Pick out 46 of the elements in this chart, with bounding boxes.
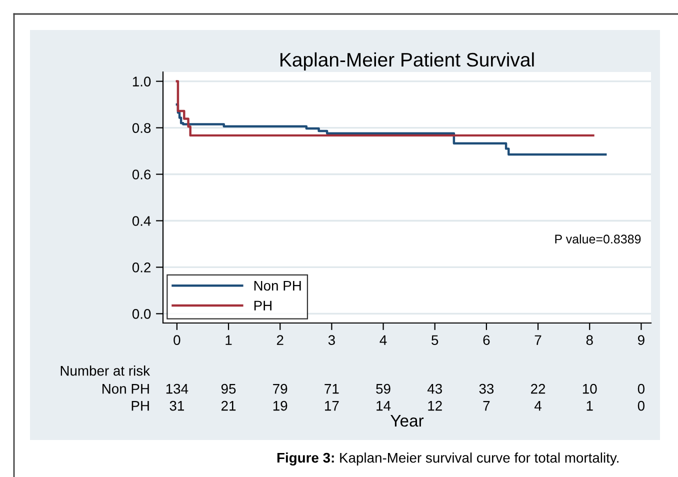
- x-tick-label: 6: [483, 335, 490, 346]
- text: Kaplan-Meier survival curve for total mortality.: [340, 452, 618, 466]
- x-tick-label: 1: [226, 335, 232, 345]
- legend-label: PH: [254, 300, 272, 310]
- y-tick-label: 0.0: [132, 309, 151, 319]
- text: 43: [427, 384, 442, 394]
- x-axis-title: Year: [390, 415, 424, 427]
- text: 134: [166, 384, 188, 394]
- text: PH: [132, 401, 149, 411]
- legend-label: Non PH: [254, 280, 301, 291]
- y-tick-label: 0.4: [132, 216, 151, 226]
- caption: Figure 3:: [277, 452, 334, 466]
- x-tick-label: 4: [380, 335, 387, 345]
- text: 1: [586, 401, 593, 411]
- text: Number at risk: [60, 366, 150, 376]
- chart-title: Kaplan-Meier Patient Survival: [280, 52, 534, 70]
- y-tick-label: 0.8: [132, 123, 151, 133]
- text: 0: [638, 400, 645, 411]
- x-tick-label: 8: [586, 335, 593, 346]
- text: 7: [483, 401, 490, 411]
- text: 10: [582, 384, 597, 394]
- x-tick-label: 0: [174, 335, 180, 346]
- text: 71: [324, 384, 339, 394]
- text: 17: [325, 401, 339, 411]
- text: 33: [479, 384, 494, 394]
- text: 0: [638, 384, 645, 394]
- y-tick-label: 0.2: [132, 262, 150, 272]
- text: 14: [376, 401, 391, 411]
- x-tick-label: 5: [432, 335, 438, 346]
- text: 12: [428, 400, 442, 411]
- text: Non PH: [102, 384, 149, 394]
- text: 22: [531, 384, 546, 394]
- y-tick-label: 0.6: [132, 170, 151, 180]
- x-tick-label: 3: [328, 335, 335, 346]
- text: 19: [273, 400, 288, 411]
- x-tick-label: 9: [638, 335, 644, 346]
- text: 59: [376, 384, 390, 394]
- x-tick-label: 2: [276, 335, 284, 345]
- text: 95: [221, 384, 236, 394]
- x-tick-label: 7: [534, 335, 542, 345]
- text: 4: [534, 401, 542, 411]
- y-tick-label: 1.0: [132, 76, 151, 86]
- text: 21: [221, 400, 236, 411]
- text: 79: [273, 384, 288, 394]
- text: 31: [170, 400, 184, 411]
- annotation: P value=0.8389: [555, 234, 641, 244]
